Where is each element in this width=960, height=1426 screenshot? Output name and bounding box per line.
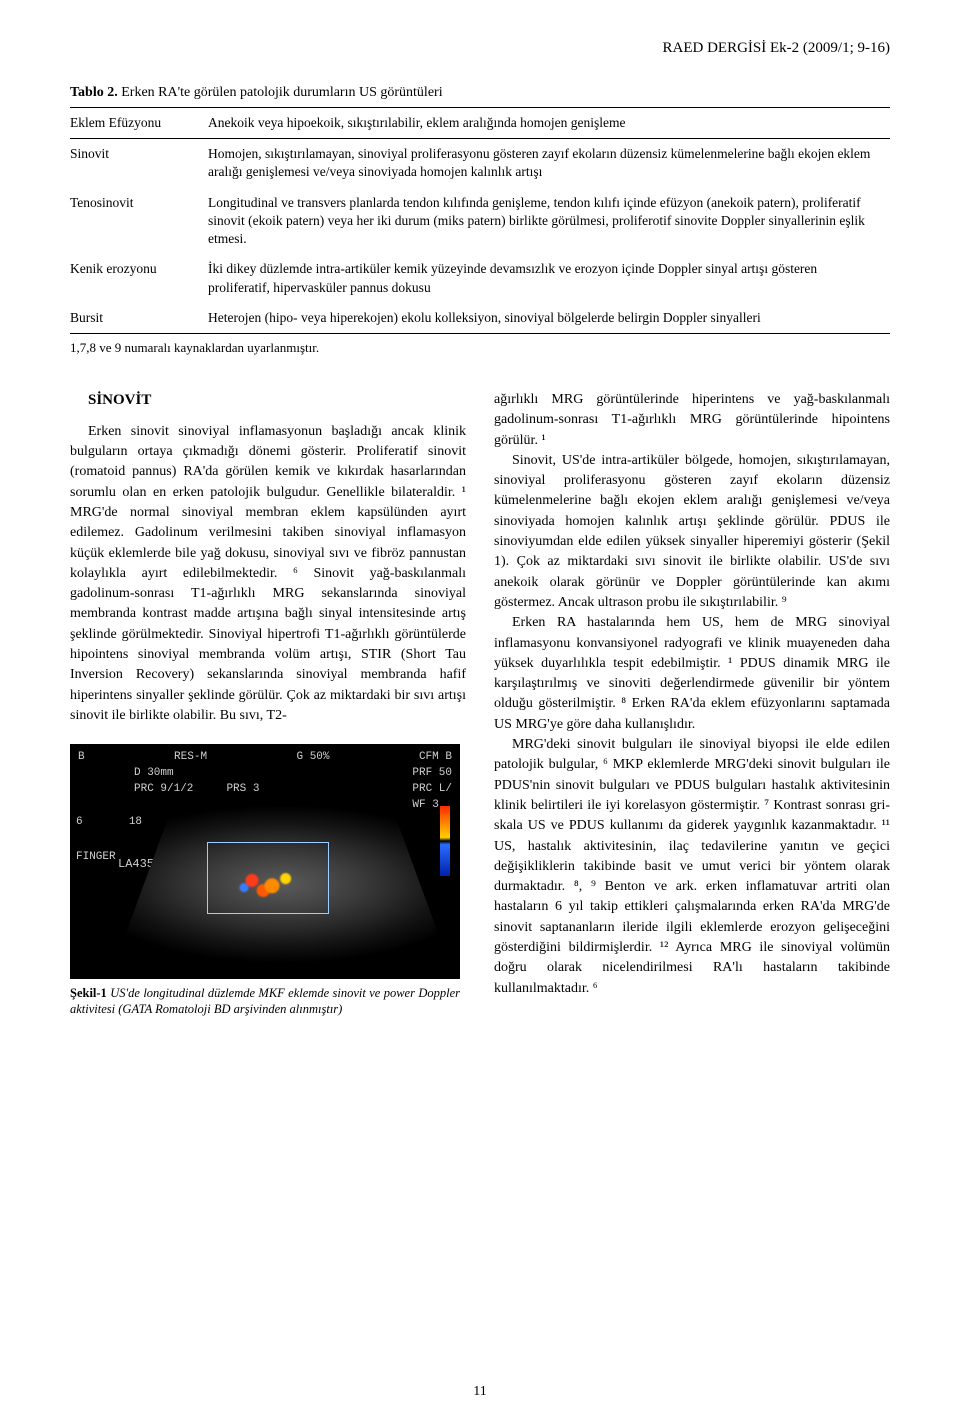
body-paragraph: ağırlıklı MRG görüntülerinde hiperintens… (494, 390, 890, 451)
figure-caption: Şekil-1 US'de longitudinal düzlemde MKF … (70, 985, 460, 1018)
us-label: WF 3 (412, 799, 438, 811)
us-label: D 30mm (134, 766, 174, 782)
page-number: 11 (0, 1384, 960, 1400)
table-term: Tenosinovit (70, 188, 208, 255)
table-term: Sinovit (70, 139, 208, 188)
body-paragraph: MRG'deki sinovit bulguları ile sinoviyal… (494, 735, 890, 999)
us-label: G 50% (297, 750, 330, 766)
body-paragraph: Erken RA hastalarında hem US, hem de MRG… (494, 613, 890, 735)
us-label: B (78, 750, 85, 766)
us-label: LA435 (118, 856, 154, 873)
us-echo-region (112, 804, 452, 971)
us-label: RES-M (174, 750, 207, 766)
table-term: Kenik erozyonu (70, 254, 208, 302)
color-flow-bar (440, 806, 450, 876)
body-paragraph: Erken sinovit sinoviyal inflamasyonun ba… (70, 422, 466, 726)
table-title: Erken RA'te görülen patolojik durumların… (118, 85, 443, 100)
us-label: 6 (76, 816, 83, 828)
table-desc: Homojen, sıkıştırılamayan, sinoviyal pro… (208, 139, 890, 188)
table-number: Tablo 2. (70, 85, 118, 100)
table-term: Bursit (70, 303, 208, 334)
table-caption: Tablo 2. Erken RA'te görülen patolojik d… (70, 85, 890, 101)
us-label: PRS 3 (226, 783, 259, 795)
right-column: ağırlıklı MRG görüntülerinde hiperintens… (494, 390, 890, 1018)
us-label: CFM B (419, 750, 452, 766)
figure-1: B RES-M G 50% CFM B D 30mm PRF 50 PRC 9/… (70, 744, 466, 1018)
us-label: PRC L/ (412, 783, 452, 795)
us-label: PRF 50 (412, 766, 452, 782)
section-heading: SİNOVİT (70, 390, 466, 412)
left-column: SİNOVİT Erken sinovit sinoviyal inflamas… (70, 390, 466, 1018)
doppler-signal (228, 866, 308, 902)
us-label: 18 (129, 816, 142, 828)
us-label: FINGER (76, 851, 116, 863)
table-desc: Anekoik veya hipoekoik, sıkıştırılabilir… (208, 108, 890, 139)
table-desc: Longitudinal ve transvers planlarda tend… (208, 188, 890, 255)
ultrasound-image: B RES-M G 50% CFM B D 30mm PRF 50 PRC 9/… (70, 744, 460, 979)
body-paragraph: Sinovit, US'de intra-artiküler bölgede, … (494, 451, 890, 613)
figure-number: Şekil-1 (70, 986, 107, 1000)
us-label: PRC 9/1/2 (134, 783, 193, 795)
figure-caption-text: US'de longitudinal düzlemde MKF eklemde … (70, 986, 460, 1016)
table-desc: İki dikey düzlemde intra-artiküler kemik… (208, 254, 890, 302)
running-header: RAED DERGİSİ Ek-2 (2009/1; 9-16) (70, 40, 890, 57)
table-term: Eklem Efüzyonu (70, 108, 208, 139)
findings-table: Eklem Efüzyonu Anekoik veya hipoekoik, s… (70, 107, 890, 334)
table-desc: Heterojen (hipo- veya hiperekojen) ekolu… (208, 303, 890, 334)
table-footnote: 1,7,8 ve 9 numaralı kaynaklardan uyarlan… (70, 340, 890, 356)
